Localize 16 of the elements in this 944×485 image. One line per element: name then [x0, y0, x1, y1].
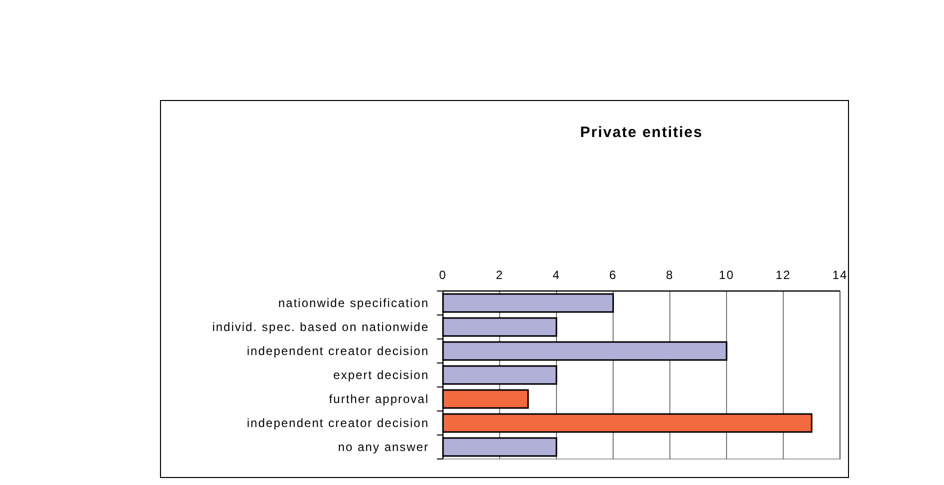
x-tick-label: 10 [718, 268, 734, 282]
y-tick-label: expert decision [333, 368, 429, 382]
y-tick-label: further approval [328, 392, 429, 406]
x-tick-label: 4 [552, 268, 560, 282]
chart-title: Private entities [580, 124, 703, 141]
x-tick-label: 6 [609, 268, 617, 282]
x-tick-label: 14 [832, 268, 848, 282]
x-tick-label: 12 [776, 268, 791, 282]
y-tick-label: independent creator decision [246, 344, 429, 358]
y-tick-label: independent creator decision [246, 416, 429, 430]
y-tick-label: individ. spec. based on nationwide [212, 320, 429, 334]
x-tick-label: 2 [496, 268, 504, 282]
y-tick-label: no any answer [338, 440, 429, 454]
x-tick-label: 8 [666, 268, 674, 282]
x-tick-label: 0 [439, 268, 447, 282]
y-tick-label: nationwide specification [278, 296, 429, 310]
